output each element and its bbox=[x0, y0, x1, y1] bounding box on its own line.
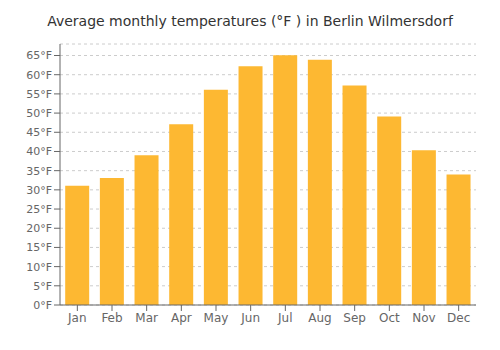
svg-text:May: May bbox=[204, 311, 229, 325]
svg-text:55°F: 55°F bbox=[26, 88, 52, 101]
svg-text:60°F: 60°F bbox=[26, 69, 52, 82]
svg-text:20°F: 20°F bbox=[26, 222, 52, 235]
svg-text:15°F: 15°F bbox=[26, 241, 52, 254]
svg-text:Jul: Jul bbox=[277, 311, 292, 325]
svg-text:50°F: 50°F bbox=[26, 107, 52, 120]
svg-text:Oct: Oct bbox=[379, 311, 400, 325]
svg-text:Apr: Apr bbox=[171, 311, 192, 325]
svg-text:40°F: 40°F bbox=[26, 145, 52, 158]
svg-text:Nov: Nov bbox=[412, 311, 435, 325]
svg-text:45°F: 45°F bbox=[26, 126, 52, 139]
svg-text:5°F: 5°F bbox=[33, 280, 52, 293]
svg-text:Jun: Jun bbox=[240, 311, 260, 325]
svg-text:30°F: 30°F bbox=[26, 184, 52, 197]
svg-text:25°F: 25°F bbox=[26, 203, 52, 216]
svg-text:10°F: 10°F bbox=[26, 261, 52, 274]
svg-text:0°F: 0°F bbox=[33, 299, 52, 312]
svg-text:65°F: 65°F bbox=[26, 49, 52, 62]
html-text:Average monthly temperatures (: Average monthly temperatures (°F ) in Be… bbox=[47, 13, 453, 29]
svg-text:Jan: Jan bbox=[67, 311, 87, 325]
svg-text:Feb: Feb bbox=[101, 311, 122, 325]
svg-text:35°F: 35°F bbox=[26, 165, 52, 178]
svg-text:Mar: Mar bbox=[135, 311, 158, 325]
svg-text:Dec: Dec bbox=[447, 311, 470, 325]
svg-text:Aug: Aug bbox=[308, 311, 331, 325]
svg-text:Sep: Sep bbox=[343, 311, 366, 325]
